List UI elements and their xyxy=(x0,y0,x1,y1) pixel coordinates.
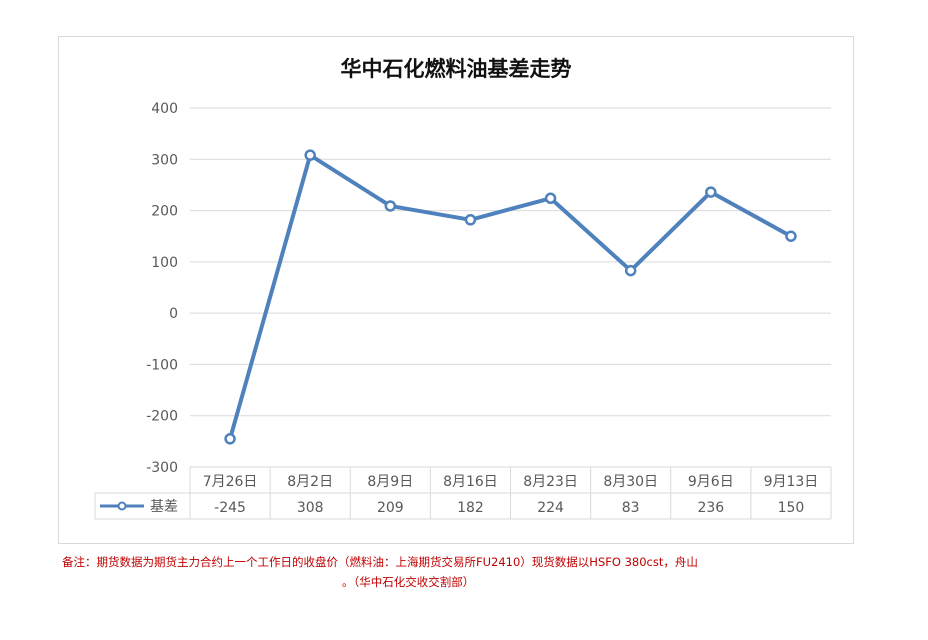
x-tick-label: 8月23日 xyxy=(523,474,578,490)
y-tick-label: 0 xyxy=(169,306,178,322)
chart-frame: 华中石化燃料油基差走势 xyxy=(58,36,854,544)
y-tick-label: -300 xyxy=(146,460,178,476)
y-tick-label: 300 xyxy=(151,152,178,168)
table-value: 224 xyxy=(537,500,564,516)
footnote: 备注：期货数据为期货主力合约上一个工作日的收盘价（燃料油：上海期货交易所FU24… xyxy=(62,552,822,592)
y-tick-label: 400 xyxy=(151,101,178,117)
x-tick-label: 8月2日 xyxy=(287,474,333,490)
footnote-line-2: 。（华中石化交收交割部） xyxy=(342,575,475,589)
legend-marker-icon xyxy=(117,501,127,511)
x-tick-label: 8月30日 xyxy=(603,474,658,490)
y-tick-label: -200 xyxy=(146,409,178,425)
x-tick-label: 7月26日 xyxy=(203,474,258,490)
chart-title: 华中石化燃料油基差走势 xyxy=(340,57,572,81)
data-point xyxy=(384,200,397,212)
y-tick-label: 100 xyxy=(151,255,178,271)
table-value: 150 xyxy=(778,500,805,516)
x-tick-label: 8月9日 xyxy=(367,474,413,490)
data-point xyxy=(624,264,637,277)
table-value: 236 xyxy=(697,500,724,516)
table-value: 308 xyxy=(297,500,324,516)
table-value: 209 xyxy=(377,500,404,516)
data-point xyxy=(544,192,557,205)
x-tick-label: 8月16日 xyxy=(443,474,498,490)
data-point xyxy=(464,214,477,226)
x-tick-label: 9月6日 xyxy=(688,474,734,490)
data-point xyxy=(304,149,316,161)
y-tick-label: 200 xyxy=(151,204,178,220)
table-value: -245 xyxy=(214,500,246,516)
data-point xyxy=(224,433,236,445)
table-value: 182 xyxy=(457,500,484,516)
x-tick-label: 9月13日 xyxy=(764,474,819,490)
y-tick-label: -100 xyxy=(146,357,178,373)
footnote-line-1: 备注：期货数据为期货主力合约上一个工作日的收盘价（燃料油：上海期货交易所FU24… xyxy=(62,555,698,569)
data-point xyxy=(705,186,717,198)
series-line xyxy=(228,153,793,441)
legend-label: 基差 xyxy=(150,498,178,515)
table-value: 83 xyxy=(622,500,640,516)
data-point xyxy=(785,230,797,242)
